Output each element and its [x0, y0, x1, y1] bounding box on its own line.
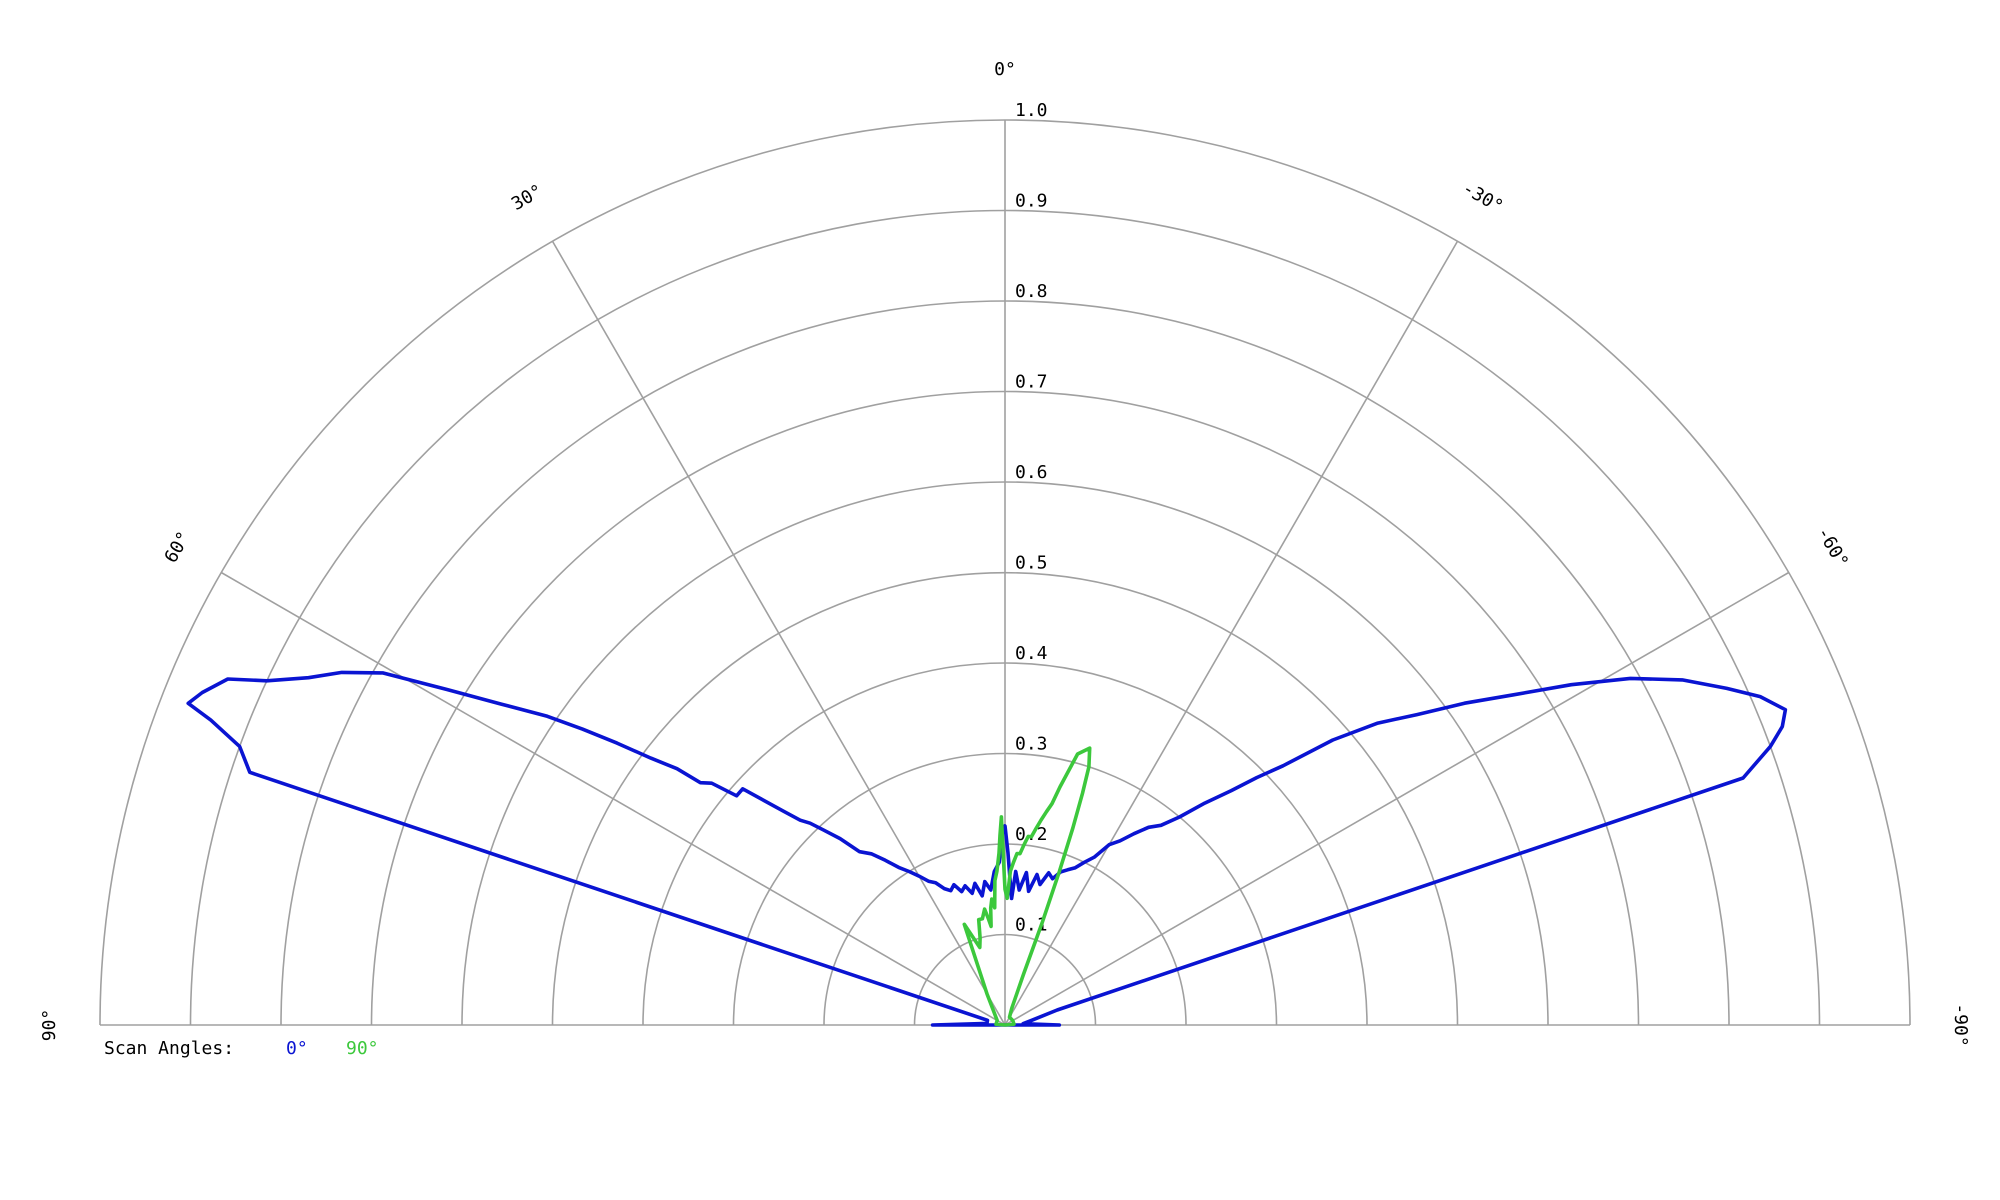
legend-item-90deg: 90° [346, 1038, 379, 1059]
series-line-90deg [962, 746, 1092, 1027]
grid-spoke [1004, 240, 1459, 1026]
grid-spoke [551, 240, 1006, 1026]
legend-item-0deg: 0° [286, 1038, 308, 1059]
series-layer [186, 670, 1788, 1027]
angle-tick-label: 60° [160, 528, 194, 567]
radial-tick-label: 0.9 [1015, 191, 1048, 212]
polar-grid [99, 119, 1911, 1026]
grid-spoke [1004, 571, 1790, 1026]
radial-tick-label: 0.6 [1015, 462, 1048, 483]
legend: Scan Angles: 0° 90° [104, 1038, 379, 1059]
angle-tick-label: 90° [39, 1009, 60, 1042]
angle-tick-label: -60° [1812, 523, 1852, 571]
grid-spoke [220, 571, 1006, 1026]
radial-tick-label: 0.5 [1015, 553, 1048, 574]
radial-tick-labels: 0.10.20.30.40.50.60.70.80.91.0 [1015, 100, 1048, 936]
radial-tick-label: 1.0 [1015, 100, 1048, 121]
radial-tick-label: 0.4 [1015, 643, 1048, 664]
radial-tick-label: 0.8 [1015, 281, 1048, 302]
angle-tick-label: -30° [1459, 178, 1507, 218]
series-line-0deg [186, 670, 1788, 1027]
angle-tick-label: 30° [508, 180, 547, 214]
angle-tick-label: -90° [1950, 1003, 1971, 1046]
legend-title: Scan Angles: [104, 1038, 234, 1059]
radial-tick-label: 0.7 [1015, 372, 1048, 393]
radial-tick-label: 0.3 [1015, 734, 1048, 755]
angle-tick-label: 0° [994, 59, 1016, 80]
